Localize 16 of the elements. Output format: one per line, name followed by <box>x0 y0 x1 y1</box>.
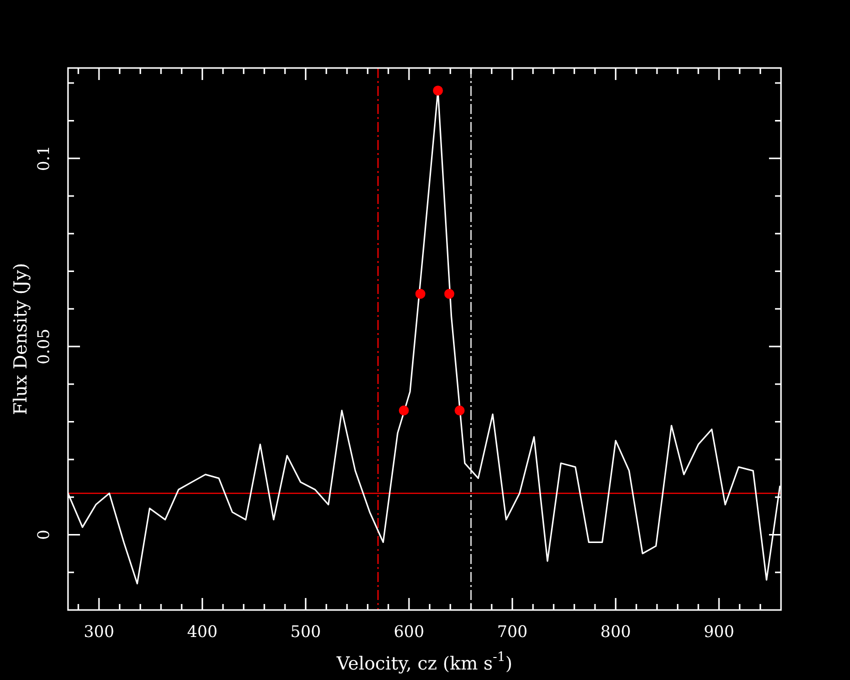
y-axis-title: Flux Density (Jy) <box>10 263 32 415</box>
x-tick-label: 300 <box>84 622 114 642</box>
point <box>444 288 454 299</box>
x-tick-label: 700 <box>497 622 528 642</box>
point <box>454 406 465 416</box>
x-tick-label: 400 <box>187 622 218 642</box>
point <box>415 288 426 299</box>
x-tick-label: 800 <box>600 622 631 642</box>
x-tick-label: 600 <box>394 622 424 642</box>
y-tick-label: 0.05 <box>34 328 54 364</box>
x-tick-label: 900 <box>704 622 734 642</box>
point <box>432 86 443 96</box>
point <box>398 406 409 416</box>
x-tick-label: 500 <box>290 622 321 642</box>
y-tick-label: 0 <box>34 530 54 540</box>
y-tick-label: 0.1 <box>34 146 54 172</box>
